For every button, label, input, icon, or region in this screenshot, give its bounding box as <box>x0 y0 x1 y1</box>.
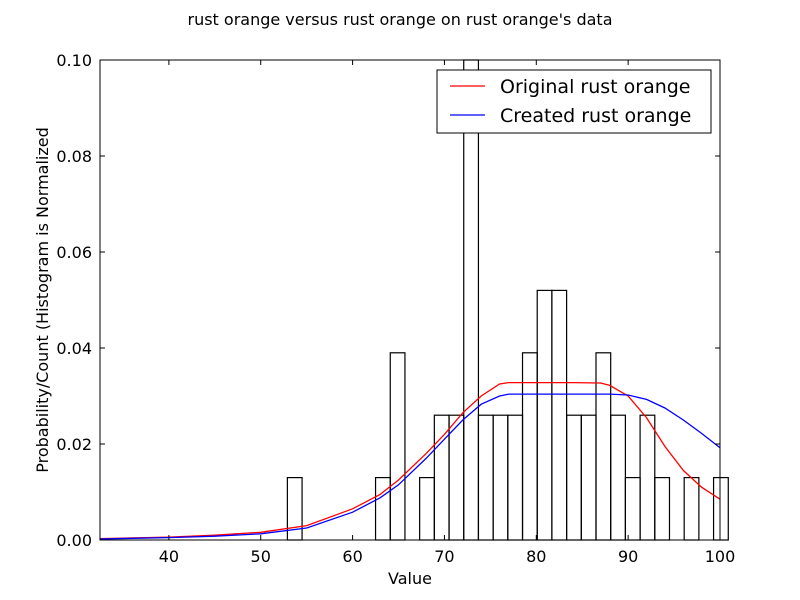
legend-label-created: Created rust orange <box>500 105 691 127</box>
y-tick-label: 0.10 <box>56 51 92 70</box>
histogram-bar <box>639 414 656 541</box>
x-tick-label: 80 <box>526 547 546 566</box>
histogram-bar <box>683 477 700 541</box>
y-axis-ticks: 0.00 0.02 0.04 0.06 0.08 0.10 <box>56 51 720 550</box>
y-tick-label: 0.00 <box>56 531 92 550</box>
x-tick-label: 70 <box>434 547 454 566</box>
histogram-bar <box>492 414 509 541</box>
histogram-bar <box>433 414 450 541</box>
histogram-bar <box>610 414 626 541</box>
x-axis-label: Value <box>388 569 432 588</box>
y-tick-label: 0.06 <box>56 243 92 262</box>
legend: Original rust orange Created rust orange <box>436 69 712 134</box>
histogram-bar <box>521 352 538 541</box>
histogram-bar <box>712 477 729 541</box>
x-tick-label: 60 <box>342 547 362 566</box>
plot-frame <box>99 59 721 541</box>
histogram-bar <box>654 477 671 541</box>
curves <box>99 381 721 540</box>
y-tick-label: 0.04 <box>56 339 92 358</box>
x-tick-label: 90 <box>618 547 638 566</box>
y-tick-label: 0.08 <box>56 147 92 166</box>
series-line-original <box>99 381 721 540</box>
histogram-bar <box>477 414 494 541</box>
histogram-bar <box>536 289 553 541</box>
histogram-bar <box>389 352 406 541</box>
histogram-bar <box>507 414 524 541</box>
x-tick-label: 50 <box>251 547 271 566</box>
y-tick-label: 0.02 <box>56 435 92 454</box>
histogram-bar <box>551 289 568 541</box>
histogram-bar <box>419 477 435 541</box>
histogram-bar <box>448 414 465 541</box>
histogram-bar <box>566 414 582 541</box>
series-line-created <box>99 393 721 540</box>
y-axis-label: Probability/Count (Histogram is Normaliz… <box>33 127 52 473</box>
x-tick-label: 40 <box>159 547 179 566</box>
histogram-bar <box>374 477 391 541</box>
legend-box <box>436 69 712 134</box>
x-axis-ticks: 40 50 60 70 80 90 100 <box>159 60 736 566</box>
chart-title: rust orange versus rust orange on rust o… <box>187 10 612 29</box>
legend-label-original: Original rust orange <box>500 76 691 98</box>
histogram-bar <box>580 414 597 541</box>
histogram-bar <box>595 352 612 541</box>
x-tick-label: 100 <box>705 547 736 566</box>
histogram-bar <box>624 477 641 541</box>
